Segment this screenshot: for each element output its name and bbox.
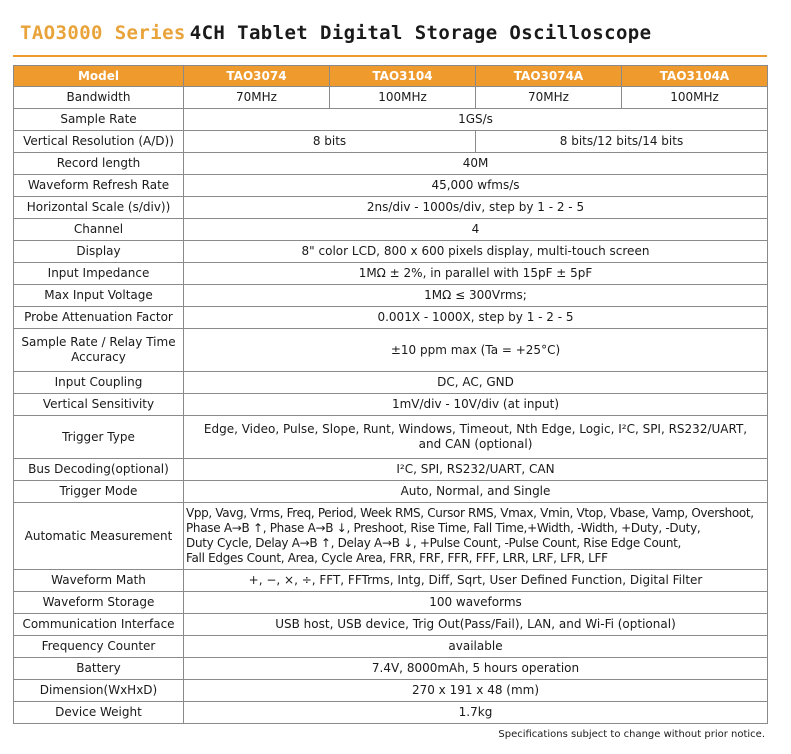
row-value: 1mV/div - 10V/div (at input) bbox=[183, 393, 768, 416]
table-row: Device Weight 1.7kg bbox=[13, 701, 768, 724]
trigger-type-line: and CAN (optional) bbox=[418, 437, 533, 451]
row-value: 40M bbox=[183, 152, 768, 175]
row-label: Channel bbox=[13, 218, 184, 241]
trigger-type-line: Edge, Video, Pulse, Slope, Runt, Windows… bbox=[203, 422, 748, 436]
row-label: Horizontal Scale (s/div)) bbox=[13, 196, 184, 219]
row-value: 1MΩ ≤ 300Vrms; bbox=[183, 284, 768, 307]
row-value: I²C, SPI, RS232/UART, CAN bbox=[183, 458, 768, 481]
row-value: 0.001X - 1000X, step by 1 - 2 - 5 bbox=[183, 306, 768, 329]
row-value: 270 x 191 x 48 (mm) bbox=[183, 679, 768, 702]
table-row: Input Impedance 1MΩ ± 2%, in parallel wi… bbox=[13, 262, 768, 285]
footer-note: Specifications subject to change without… bbox=[498, 729, 765, 740]
row-value: 4 bbox=[183, 218, 768, 241]
table-row: Channel 4 bbox=[13, 218, 768, 241]
table-row: Automatic Measurement Vpp, Vavg, Vrms, F… bbox=[13, 502, 768, 570]
measurement-line: Phase A→B ↑, Phase A→B ↓, Preshoot, Rise… bbox=[186, 521, 701, 535]
bandwidth-tao3074a: 70MHz bbox=[475, 86, 622, 109]
header-row: Model TAO3074 TAO3104 TAO3074A TAO3104A bbox=[13, 65, 768, 87]
table-row: Sample Rate 1GS/s bbox=[13, 108, 768, 131]
title-product: 4CH Tablet Digital Storage Oscilloscope bbox=[189, 22, 652, 44]
row-value: 100 waveforms bbox=[183, 591, 768, 614]
row-label: Display bbox=[13, 240, 184, 263]
table-row: Horizontal Scale (s/div)) 2ns/div - 1000… bbox=[13, 196, 768, 219]
automatic-measurement-value: Vpp, Vavg, Vrms, Freq, Period, Week RMS,… bbox=[183, 502, 768, 570]
table-row: Probe Attenuation Factor 0.001X - 1000X,… bbox=[13, 306, 768, 329]
row-value: 1.7kg bbox=[183, 701, 768, 724]
row-label: Dimension(WxHxD) bbox=[13, 679, 184, 702]
row-value: available bbox=[183, 635, 768, 658]
row-label: Bus Decoding(optional) bbox=[13, 458, 184, 481]
bandwidth-tao3104: 100MHz bbox=[329, 86, 476, 109]
row-value: 1MΩ ± 2%, in parallel with 15pF ± 5pF bbox=[183, 262, 768, 285]
resolution-tao3x04a: 8 bits/12 bits/14 bits bbox=[475, 130, 768, 153]
table-row: Record length 40M bbox=[13, 152, 768, 175]
title-underline bbox=[13, 55, 767, 57]
row-label: Vertical Resolution (A/D)) bbox=[13, 130, 184, 153]
measurement-line: Duty Cycle, Delay A→B ↑, Delay A→B ↓, +P… bbox=[186, 536, 682, 550]
page-title: TAO3000 Series 4CH Tablet Digital Storage… bbox=[20, 18, 651, 48]
trigger-type-value: Edge, Video, Pulse, Slope, Runt, Windows… bbox=[183, 415, 768, 459]
header-model: Model bbox=[13, 65, 184, 87]
row-label: Battery bbox=[13, 657, 184, 680]
spec-table: Model TAO3074 TAO3104 TAO3074A TAO3104A … bbox=[13, 65, 768, 724]
row-label: Communication Interface bbox=[13, 613, 184, 636]
row-label: Automatic Measurement bbox=[13, 502, 184, 570]
row-label: Sample Rate bbox=[13, 108, 184, 131]
table-row: Input Coupling DC, AC, GND bbox=[13, 371, 768, 394]
row-label: Input Coupling bbox=[13, 371, 184, 394]
row-label: Waveform Storage bbox=[13, 591, 184, 614]
table-row: Communication Interface USB host, USB de… bbox=[13, 613, 768, 636]
table-row: Battery 7.4V, 8000mAh, 5 hours operation bbox=[13, 657, 768, 680]
table-row: Trigger Type Edge, Video, Pulse, Slope, … bbox=[13, 415, 768, 459]
table-row: Bandwidth 70MHz 100MHz 70MHz 100MHz bbox=[13, 86, 768, 109]
table-row: Display 8" color LCD, 800 x 600 pixels d… bbox=[13, 240, 768, 263]
row-label: Max Input Voltage bbox=[13, 284, 184, 307]
table-row: Dimension(WxHxD) 270 x 191 x 48 (mm) bbox=[13, 679, 768, 702]
table-row: Max Input Voltage 1MΩ ≤ 300Vrms; bbox=[13, 284, 768, 307]
table-row: Trigger Mode Auto, Normal, and Single bbox=[13, 480, 768, 503]
row-value: ±10 ppm max (Ta = +25°C) bbox=[183, 328, 768, 372]
table-row: Sample Rate / Relay Time Accuracy ±10 pp… bbox=[13, 328, 768, 372]
header-tao3104: TAO3104 bbox=[329, 65, 476, 87]
table-row: Frequency Counter available bbox=[13, 635, 768, 658]
table-row: Bus Decoding(optional) I²C, SPI, RS232/U… bbox=[13, 458, 768, 481]
row-value: DC, AC, GND bbox=[183, 371, 768, 394]
title-series: TAO3000 Series bbox=[20, 22, 186, 44]
table-row: Vertical Resolution (A/D)) 8 bits 8 bits… bbox=[13, 130, 768, 153]
bandwidth-tao3104a: 100MHz bbox=[621, 86, 768, 109]
header-tao3074a: TAO3074A bbox=[475, 65, 622, 87]
row-value: USB host, USB device, Trig Out(Pass/Fail… bbox=[183, 613, 768, 636]
row-label: Trigger Mode bbox=[13, 480, 184, 503]
row-label: Waveform Math bbox=[13, 569, 184, 592]
row-value: 1GS/s bbox=[183, 108, 768, 131]
row-label: Device Weight bbox=[13, 701, 184, 724]
row-label: Sample Rate / Relay Time Accuracy bbox=[13, 328, 184, 372]
row-value: 2ns/div - 1000s/div, step by 1 - 2 - 5 bbox=[183, 196, 768, 219]
row-label: Bandwidth bbox=[13, 86, 184, 109]
table-row: Waveform Math +, −, ×, ÷, FFT, FFTrms, I… bbox=[13, 569, 768, 592]
header-tao3104a: TAO3104A bbox=[621, 65, 768, 87]
row-value: 8" color LCD, 800 x 600 pixels display, … bbox=[183, 240, 768, 263]
measurement-line: Vpp, Vavg, Vrms, Freq, Period, Week RMS,… bbox=[186, 506, 754, 520]
row-label: Vertical Sensitivity bbox=[13, 393, 184, 416]
row-value: +, −, ×, ÷, FFT, FFTrms, Intg, Diff, Sqr… bbox=[183, 569, 768, 592]
table-row: Vertical Sensitivity 1mV/div - 10V/div (… bbox=[13, 393, 768, 416]
bandwidth-tao3074: 70MHz bbox=[183, 86, 330, 109]
resolution-tao3x04: 8 bits bbox=[183, 130, 476, 153]
row-value: 45,000 wfms/s bbox=[183, 174, 768, 197]
table-row: Waveform Refresh Rate 45,000 wfms/s bbox=[13, 174, 768, 197]
row-label: Frequency Counter bbox=[13, 635, 184, 658]
row-label: Record length bbox=[13, 152, 184, 175]
row-label: Probe Attenuation Factor bbox=[13, 306, 184, 329]
row-value: 7.4V, 8000mAh, 5 hours operation bbox=[183, 657, 768, 680]
table-row: Waveform Storage 100 waveforms bbox=[13, 591, 768, 614]
row-label: Trigger Type bbox=[13, 415, 184, 459]
row-label: Input Impedance bbox=[13, 262, 184, 285]
header-tao3074: TAO3074 bbox=[183, 65, 330, 87]
measurement-line: Fall Edges Count, Area, Cycle Area, FRR,… bbox=[186, 551, 608, 565]
row-value: Auto, Normal, and Single bbox=[183, 480, 768, 503]
row-label: Waveform Refresh Rate bbox=[13, 174, 184, 197]
